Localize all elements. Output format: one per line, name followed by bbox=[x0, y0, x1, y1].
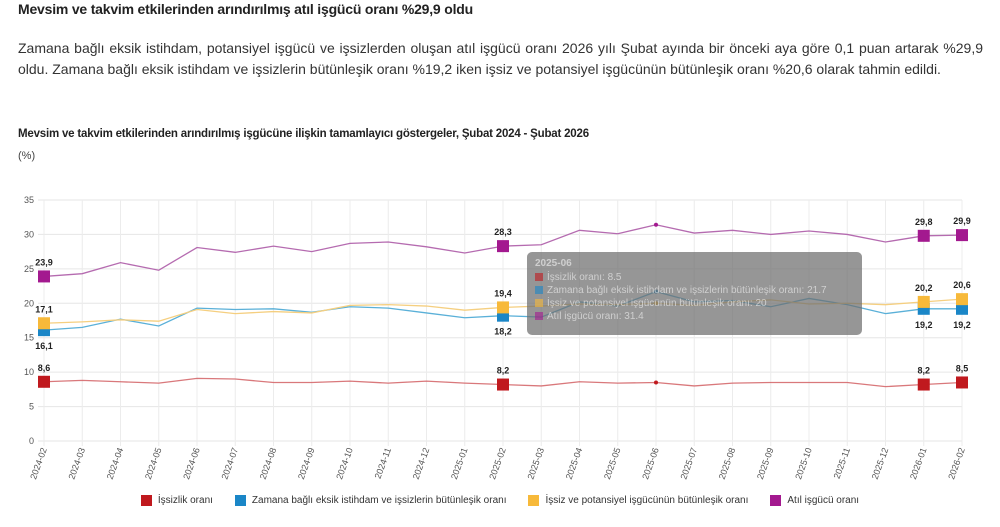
legend-swatch-icon bbox=[528, 495, 540, 506]
data-point-marker bbox=[917, 378, 930, 391]
data-point-marker bbox=[917, 295, 930, 308]
x-tick-label: 2025-11 bbox=[832, 446, 852, 480]
data-point-hover bbox=[654, 222, 658, 227]
swatch-icon bbox=[535, 273, 543, 281]
tooltip-text: İşsiz ve potansiyel işgücünün bütünleşik… bbox=[547, 298, 767, 309]
data-label: 8,2 bbox=[917, 366, 930, 376]
legend-label: Atıl işgücü oranı bbox=[787, 495, 860, 506]
x-tick-label: 2025-05 bbox=[602, 446, 623, 480]
legend-label: İşsiz ve potansiyel işgücünün bütünleşik… bbox=[545, 495, 749, 506]
swatch-icon bbox=[535, 312, 543, 320]
tooltip-text: Atıl işgücü oranı: 31.4 bbox=[547, 311, 644, 322]
data-point-marker bbox=[497, 378, 509, 391]
data-label: 8,6 bbox=[38, 363, 51, 373]
x-tick-label: 2024-03 bbox=[66, 446, 87, 480]
legend-label: Zamana bağlı eksik istihdam ve işsizleri… bbox=[251, 495, 507, 506]
tooltip-line: İşsiz ve potansiyel işgücünün bütünleşik… bbox=[535, 297, 854, 310]
tooltip-text: İşsizlik oranı: 8.5 bbox=[547, 272, 622, 283]
data-point-marker bbox=[38, 317, 50, 330]
x-tick-label: 2024-07 bbox=[219, 446, 240, 480]
data-point-marker bbox=[956, 229, 968, 242]
tooltip-line: Zamana bağlı eksik istihdam ve işsizleri… bbox=[535, 284, 854, 297]
legend-item-time-related[interactable]: Zamana bağlı eksik istihdam ve işsizleri… bbox=[234, 495, 507, 506]
x-tick-label: 2024-06 bbox=[181, 446, 202, 480]
x-tick-label: 2026-02 bbox=[946, 446, 967, 480]
legend-item-potential[interactable]: İşsiz ve potansiyel işgücünün bütünleşik… bbox=[528, 495, 748, 506]
legend-swatch-icon bbox=[234, 495, 246, 506]
x-tick-label: 2024-04 bbox=[105, 446, 126, 480]
data-label: 8,5 bbox=[956, 363, 969, 373]
x-tick-label: 2025-08 bbox=[717, 446, 738, 480]
data-label: 19,2 bbox=[953, 320, 971, 330]
y-tick-label: 30 bbox=[24, 229, 34, 239]
data-point-marker bbox=[38, 375, 50, 388]
x-tick-label: 2024-12 bbox=[411, 446, 432, 480]
data-point-marker bbox=[497, 240, 509, 253]
x-tick-label: 2025-02 bbox=[487, 446, 508, 480]
x-tick-label: 2025-06 bbox=[640, 446, 661, 480]
data-label: 18,2 bbox=[494, 327, 512, 337]
legend-swatch-icon bbox=[770, 495, 782, 506]
x-tick-label: 2024-11 bbox=[373, 446, 393, 480]
y-tick-label: 5 bbox=[29, 402, 34, 412]
legend-item-unemployment[interactable]: İşsizlik oranı bbox=[140, 495, 213, 506]
data-label: 20,2 bbox=[915, 283, 933, 293]
data-point-marker bbox=[38, 270, 50, 283]
tooltip-text: Zamana bağlı eksik istihdam ve işsizleri… bbox=[547, 285, 827, 296]
x-tick-label: 2024-08 bbox=[258, 446, 279, 480]
data-label: 28,3 bbox=[494, 227, 512, 237]
y-tick-label: 35 bbox=[24, 195, 34, 205]
x-tick-label: 2025-12 bbox=[870, 446, 891, 480]
tooltip-line: Atıl işgücü oranı: 31.4 bbox=[535, 310, 854, 323]
data-point-marker bbox=[956, 302, 968, 315]
data-point-hover bbox=[654, 380, 658, 385]
tooltip-title: 2025-06 bbox=[535, 258, 572, 269]
swatch-icon bbox=[535, 286, 543, 294]
y-tick-label: 10 bbox=[24, 367, 34, 377]
data-label: 23,9 bbox=[35, 257, 53, 267]
chart-legend: İşsizlik oranı Zamana bağlı eksik istihd… bbox=[0, 495, 1000, 506]
x-tick-label: 2024-10 bbox=[334, 446, 355, 480]
page-title: Mevsim ve takvim etkilerinden arındırılm… bbox=[18, 1, 473, 17]
data-label: 29,9 bbox=[953, 216, 971, 226]
data-label: 19,4 bbox=[494, 288, 512, 298]
data-label: 19,2 bbox=[915, 320, 933, 330]
data-point-marker bbox=[497, 301, 509, 314]
x-tick-label: 2025-03 bbox=[525, 446, 546, 480]
y-tick-label: 20 bbox=[24, 298, 34, 308]
x-tick-label: 2024-02 bbox=[28, 446, 49, 480]
x-tick-label: 2025-04 bbox=[564, 446, 585, 480]
summary-paragraph: Zamana bağlı eksik istihdam, potansiyel … bbox=[18, 40, 983, 77]
legend-label: İşsizlik oranı bbox=[157, 495, 213, 506]
legend-swatch-icon bbox=[140, 495, 152, 506]
x-tick-label: 2024-05 bbox=[143, 446, 164, 480]
y-tick-label: 15 bbox=[24, 333, 34, 343]
y-axis-unit: (%) bbox=[18, 150, 36, 162]
data-point-marker bbox=[917, 229, 930, 242]
data-point-marker bbox=[956, 376, 968, 389]
chart-tooltip: 2025-06 İşsizlik oranı: 8.5 Zamana bağlı… bbox=[527, 252, 862, 335]
x-tick-label: 2025-09 bbox=[755, 446, 776, 480]
x-tick-label: 2024-09 bbox=[296, 446, 317, 480]
y-tick-label: 25 bbox=[24, 264, 34, 274]
y-tick-label: 0 bbox=[29, 436, 34, 446]
legend-item-underutilization[interactable]: Atıl işgücü oranı bbox=[770, 495, 859, 506]
tooltip-line: İşsizlik oranı: 8.5 bbox=[535, 271, 854, 284]
data-label: 16,1 bbox=[35, 341, 53, 351]
data-label: 17,1 bbox=[35, 304, 53, 314]
data-label: 20,6 bbox=[953, 280, 971, 290]
data-label: 29,8 bbox=[915, 217, 933, 227]
x-tick-label: 2025-07 bbox=[678, 446, 699, 480]
x-tick-label: 2026-01 bbox=[908, 446, 929, 480]
data-label: 8,2 bbox=[497, 366, 510, 376]
swatch-icon bbox=[535, 299, 543, 307]
x-tick-label: 2025-01 bbox=[449, 446, 470, 480]
data-point-marker bbox=[956, 293, 968, 306]
chart-title: Mevsim ve takvim etkilerinden arındırılm… bbox=[18, 128, 589, 140]
x-tick-label: 2025-10 bbox=[793, 446, 814, 480]
